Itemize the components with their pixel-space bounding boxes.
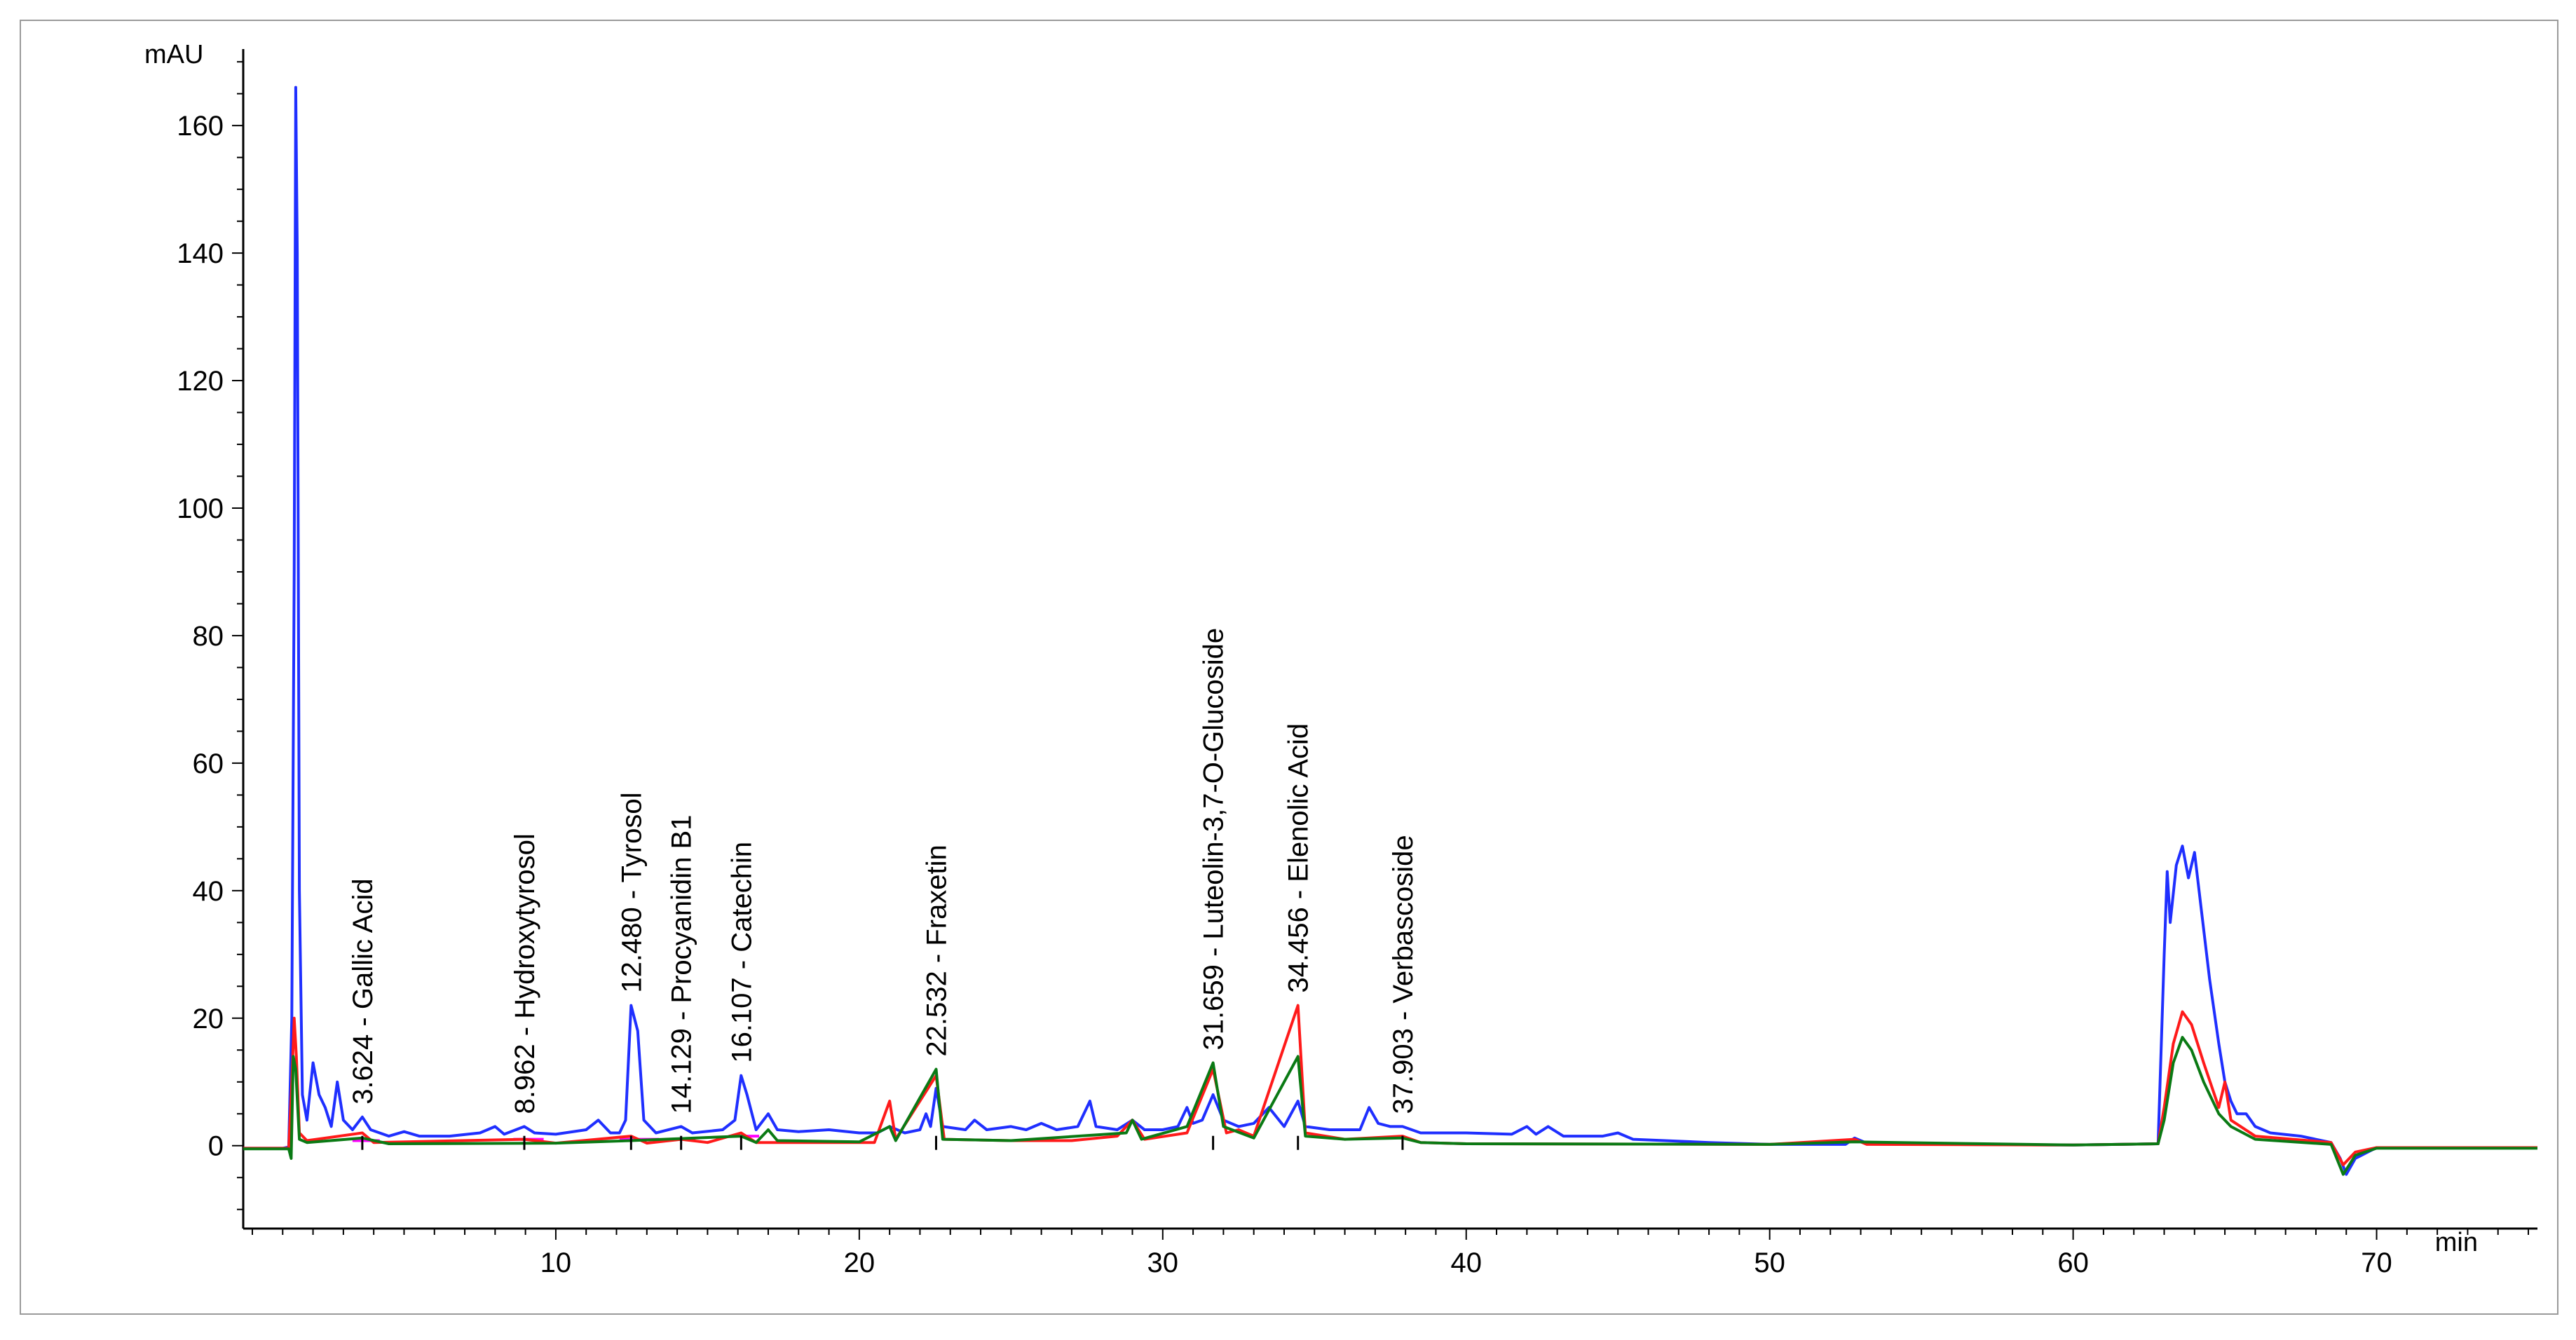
y-tick-label: 40 — [193, 876, 224, 907]
peak-label: 37.903 - Verbascoside — [1388, 835, 1419, 1114]
peak-label: 3.624 - Gallic Acid — [348, 878, 379, 1104]
peak-annotations: 3.624 - Gallic Acid 8.962 - Hydroxytyroso… — [348, 628, 1419, 1150]
peak-label: 31.659 - Luteolin-3,7-O-Glucoside — [1199, 628, 1229, 1051]
trace-green-line — [243, 1036, 2537, 1176]
x-tick-label: 40 — [1450, 1247, 1482, 1278]
y-tick-label: 140 — [177, 238, 224, 269]
chromatogram-frame: 0 20 40 60 80 100 120 140 160 10 20 30 40 50 60 70 3.62… — [20, 20, 2558, 1315]
y-tick-label: 0 — [208, 1131, 224, 1162]
x-tick-label: 50 — [1754, 1247, 1785, 1278]
x-tick-label: 10 — [540, 1247, 572, 1278]
y-axis-unit-label: mAU — [144, 40, 203, 69]
y-tick-label: 80 — [193, 621, 224, 652]
trace-blue-line — [243, 86, 2537, 1176]
signal-traces — [243, 86, 2537, 1176]
x-tick-label: 60 — [2057, 1247, 2089, 1278]
chromatogram-chart: 0 20 40 60 80 100 120 140 160 10 20 30 40 50 60 70 3.62… — [144, 40, 2537, 1278]
y-tick-label: 160 — [177, 111, 224, 142]
y-tick-label: 20 — [193, 1004, 224, 1034]
y-tick-label: 100 — [177, 493, 224, 524]
axes: 0 20 40 60 80 100 120 140 160 10 20 30 40 50 60 70 — [177, 49, 2537, 1278]
peak-label: 34.456 - Elenolic Acid — [1283, 723, 1314, 993]
peak-label: 14.129 - Procyanidin B1 — [667, 815, 697, 1114]
peak-label: 8.962 - Hydroxytyrosol — [510, 833, 540, 1114]
x-tick-label: 30 — [1147, 1247, 1179, 1278]
x-tick-label: 70 — [2361, 1247, 2392, 1278]
x-axis-unit-label: min — [2435, 1228, 2478, 1257]
peak-label: 16.107 - Catechin — [726, 842, 757, 1063]
peak-label: 22.532 - Fraxetin — [921, 845, 952, 1056]
peak-label: 12.480 - Tyrosol — [616, 793, 647, 993]
x-tick-label: 20 — [844, 1247, 875, 1278]
y-tick-label: 60 — [193, 748, 224, 779]
y-tick-label: 120 — [177, 366, 224, 397]
